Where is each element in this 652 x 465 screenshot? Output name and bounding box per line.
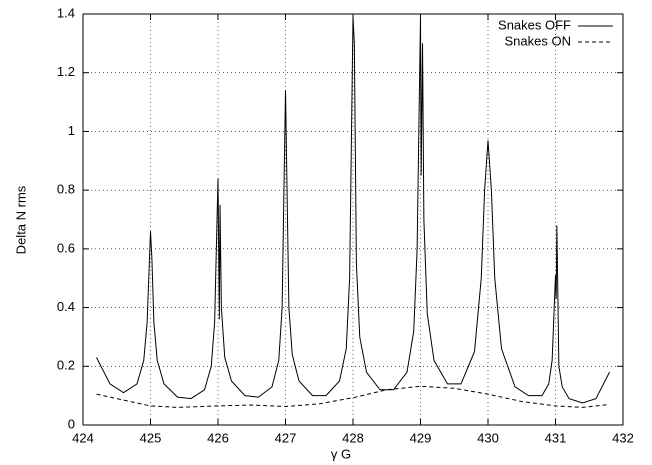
y-tick-label: 0.8	[57, 182, 75, 197]
x-tick-label: 426	[207, 430, 229, 445]
legend-label: Snakes OFF	[498, 17, 571, 32]
y-tick-label: 0.2	[57, 358, 75, 373]
x-tick-label: 429	[410, 430, 432, 445]
legend-label: Snakes ON	[505, 33, 571, 48]
x-axis-label: γ G	[331, 446, 351, 461]
y-tick-label: 0.6	[57, 240, 75, 255]
x-tick-label: 424	[72, 430, 94, 445]
y-tick-label: 1.4	[57, 5, 75, 20]
plot-frame	[82, 13, 624, 426]
y-axis-label: Delta N rms	[13, 185, 28, 254]
x-tick-label: 432	[612, 430, 634, 445]
x-tick-label: 427	[275, 430, 297, 445]
x-tick-label: 428	[342, 430, 364, 445]
x-tick-label: 425	[140, 430, 162, 445]
x-tick-label: 430	[477, 430, 499, 445]
y-tick-label: 0	[68, 416, 75, 431]
series-line	[96, 385, 610, 408]
series-line	[96, 16, 610, 404]
x-tick-label: 431	[545, 430, 567, 445]
y-tick-label: 1	[68, 123, 75, 138]
y-tick-label: 1.2	[57, 64, 75, 79]
y-tick-label: 0.4	[57, 299, 75, 314]
